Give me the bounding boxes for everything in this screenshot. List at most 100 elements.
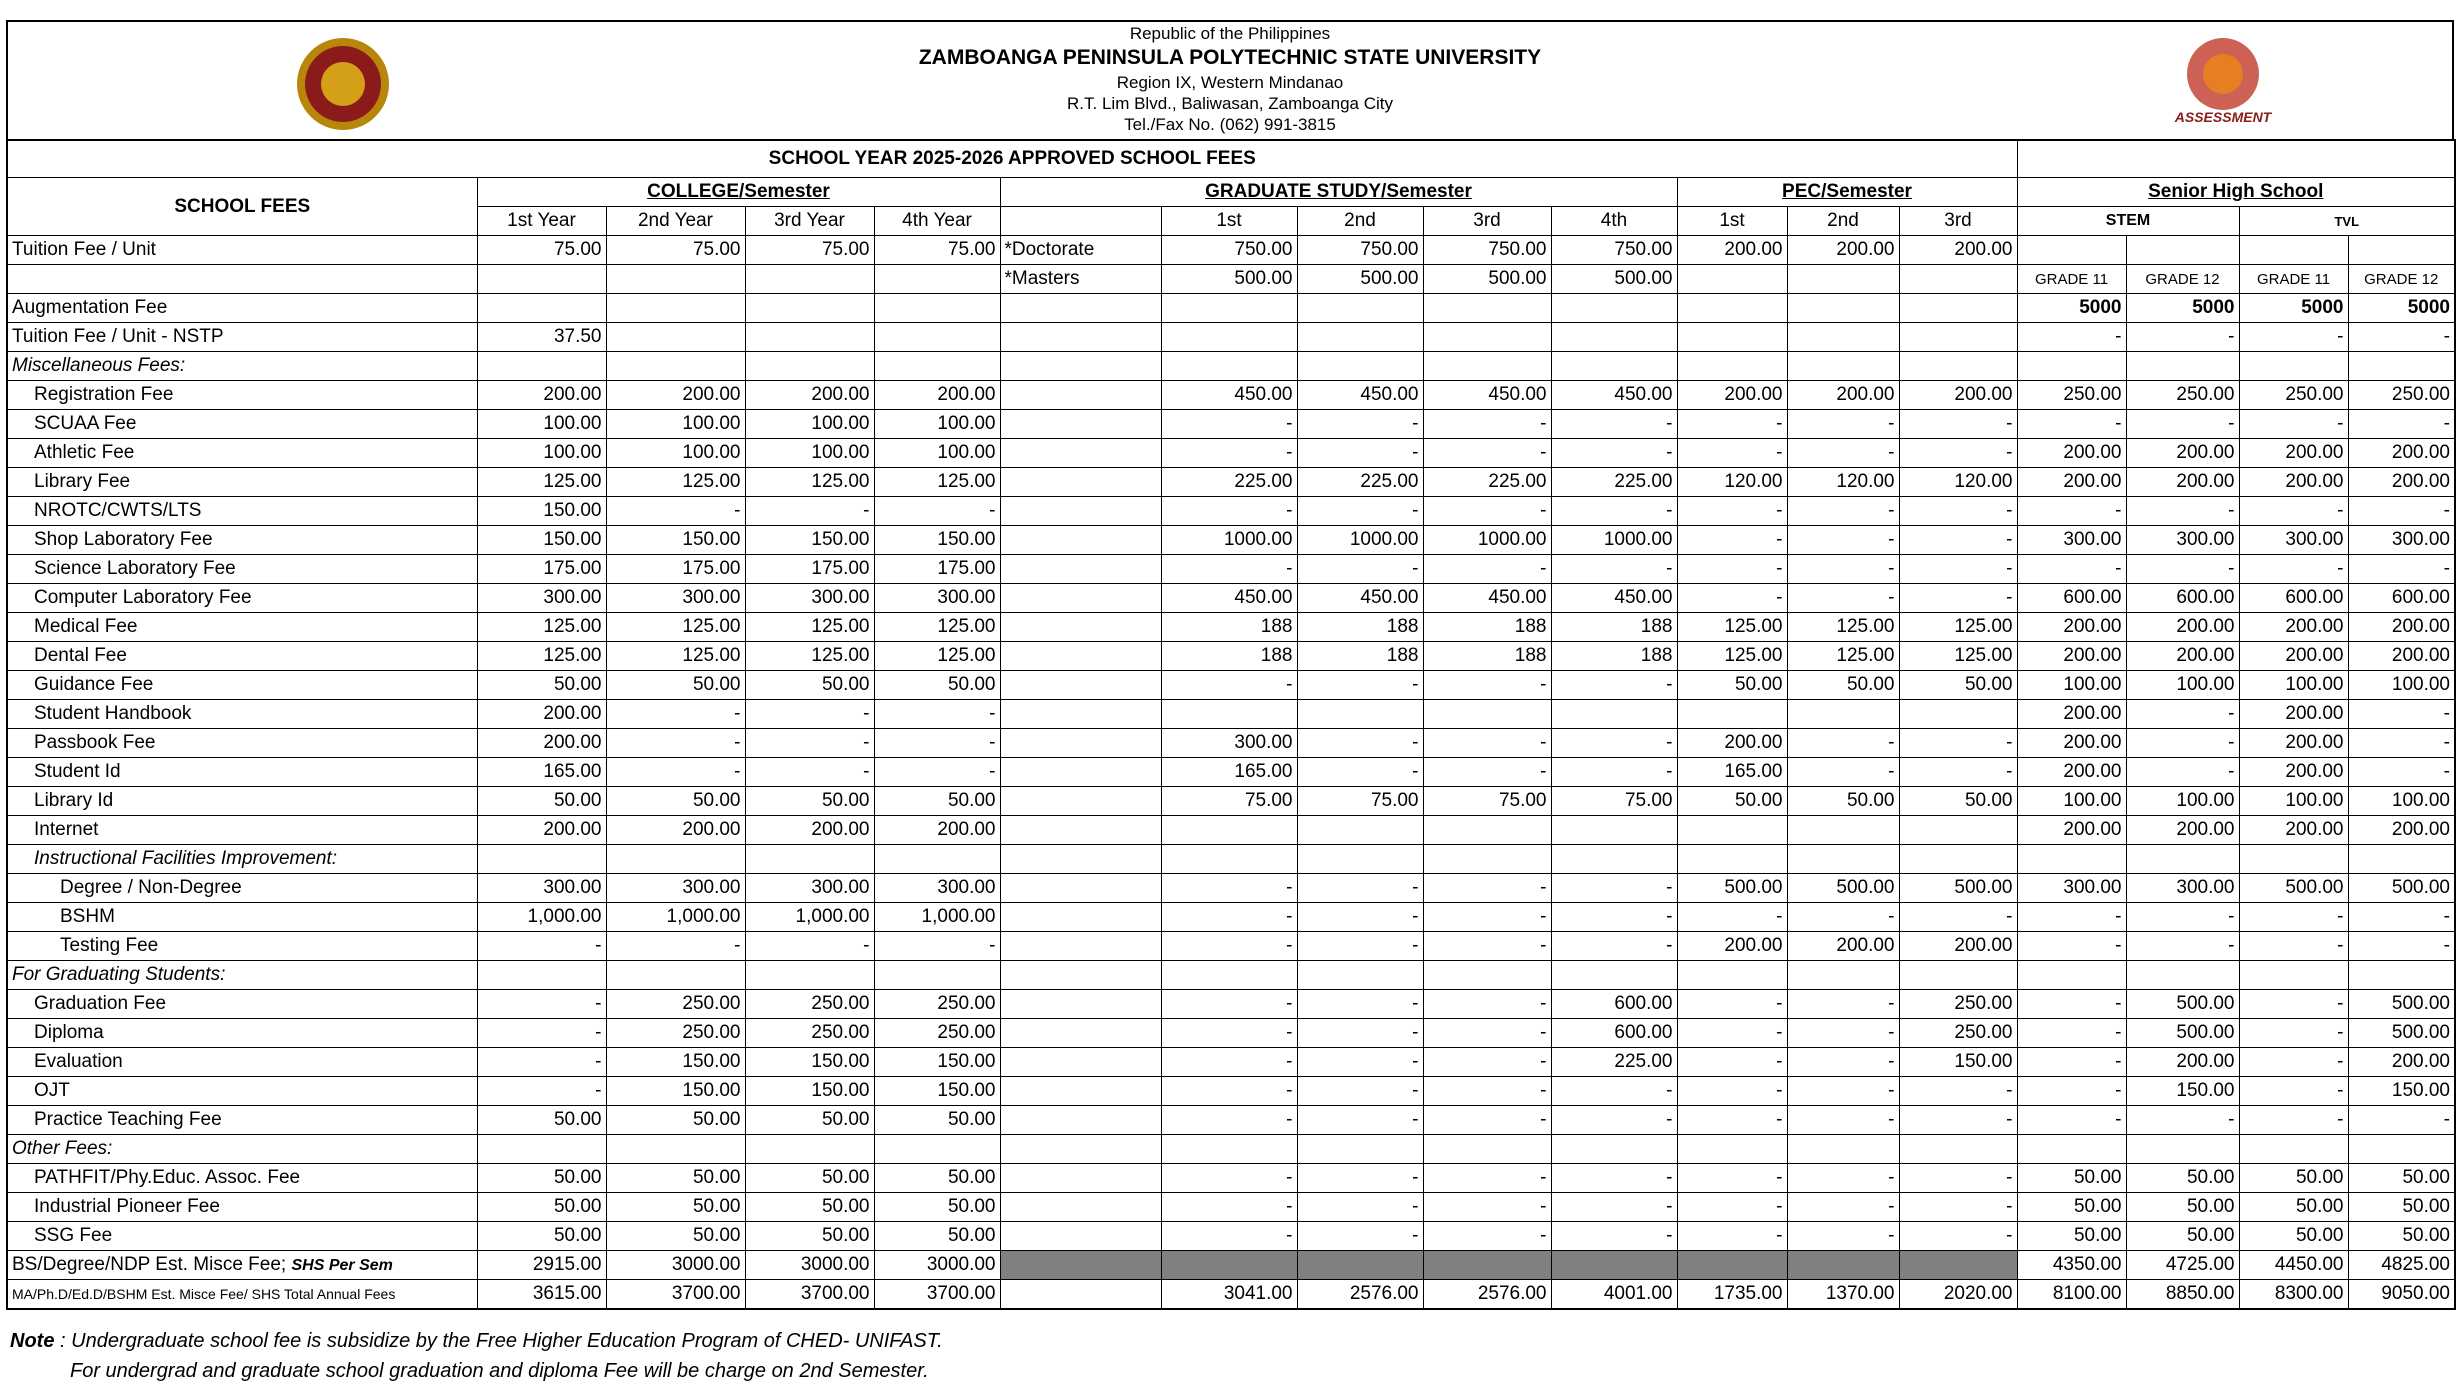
fee-cell [2347, 844, 2456, 874]
logo-text: ASSESSMENT [2174, 109, 2273, 125]
total-cell: 4450.00 [2238, 1250, 2349, 1280]
row-label: Internet [6, 815, 478, 845]
fee-cell: 188 [1296, 641, 1424, 671]
fee-cell: - [1422, 438, 1552, 468]
fee-cell: - [1550, 1076, 1678, 1106]
fee-cell: - [1296, 873, 1424, 903]
fee-cell: - [1422, 409, 1552, 439]
fee-cell: 50.00 [476, 1192, 607, 1222]
fee-cell: 200.00 [2347, 1047, 2456, 1077]
fee-cell [873, 322, 1001, 352]
program-label [999, 844, 1162, 874]
fee-cell [744, 960, 875, 990]
program-label [999, 902, 1162, 932]
row-label: Computer Laboratory Fee [6, 583, 478, 613]
total-cell: 8100.00 [2016, 1279, 2127, 1310]
fee-cell: - [1898, 757, 2018, 787]
fee-row: Augmentation Fee 5000 5000 5000 5000 [6, 293, 2456, 323]
fee-cell: 165.00 [1676, 757, 1788, 787]
total-cell: 3000.00 [873, 1250, 1001, 1280]
fee-cell: 200.00 [2347, 815, 2456, 845]
fee-cell: 175.00 [476, 554, 607, 584]
program-label [999, 670, 1162, 700]
fee-cell: - [1296, 1192, 1424, 1222]
fee-cell [2016, 844, 2127, 874]
fee-cell: - [1786, 1105, 1900, 1135]
fee-cell: - [1898, 902, 2018, 932]
fee-cell: 188 [1550, 641, 1678, 671]
fee-cell: - [1160, 931, 1298, 961]
fee-cell [2238, 960, 2349, 990]
fee-cell: - [1898, 728, 2018, 758]
program-label [999, 786, 1162, 816]
fee-row: Passbook Fee 200.00- - -300.00- - -200.00- -20… [6, 728, 2456, 758]
total-cell: 3000.00 [605, 1250, 746, 1280]
fee-cell [1422, 960, 1552, 990]
fee-cell [2125, 351, 2240, 381]
fee-cell: - [2016, 409, 2127, 439]
fee-cell: - [605, 757, 746, 787]
fee-cell [1296, 815, 1424, 845]
fee-cell: 100.00 [2016, 670, 2127, 700]
table-title: SCHOOL YEAR 2025-2026 APPROVED SCHOOL FE… [6, 139, 2018, 178]
fee-cell: - [873, 728, 1001, 758]
fee-cell [1676, 960, 1788, 990]
fee-cell: 200.00 [2125, 612, 2240, 642]
fee-cell [1786, 699, 1900, 729]
fee-cell: 120.00 [1898, 467, 2018, 497]
fee-cell: 165.00 [476, 757, 607, 787]
program-label [999, 496, 1162, 526]
fee-cell [2016, 960, 2127, 990]
fee-cell: - [744, 728, 875, 758]
program-label [999, 960, 1162, 990]
fee-cell [1296, 293, 1424, 323]
row-label: Student Id [6, 757, 478, 787]
fee-cell: - [1898, 1163, 2018, 1193]
fee-cell [2238, 844, 2349, 874]
fee-cell: - [1422, 1047, 1552, 1077]
fee-cell: 300.00 [2347, 525, 2456, 555]
fee-row: OJT -150.00 150.00 150.00- - - - - - - -150.00-150… [6, 1076, 2456, 1106]
fee-cell: 300.00 [2125, 525, 2240, 555]
fee-cell: - [1296, 1221, 1424, 1251]
fee-cell: 50.00 [2016, 1163, 2127, 1193]
fee-cell: - [1296, 902, 1424, 932]
fee-cell [1550, 699, 1678, 729]
fee-cell: 50.00 [873, 1221, 1001, 1251]
fee-row: Other Fees: [6, 1134, 2456, 1164]
fee-cell: - [2238, 1047, 2349, 1077]
row-label: For Graduating Students: [6, 960, 478, 990]
fee-row: SCUAA Fee 100.00 100.00 100.00 100.00- - - - - - -… [6, 409, 2456, 439]
fee-cell: 50.00 [873, 1192, 1001, 1222]
total-row: MA/Ph.D/Ed.D/BSHM Est. Misce Fee/ SHS To… [6, 1279, 2456, 1310]
total-cell: 1370.00 [1786, 1279, 1900, 1310]
total-cell [1786, 1250, 1900, 1280]
group-header-row: SCHOOL FEES COLLEGE/Semester GRADUATE ST… [6, 177, 2456, 236]
fee-cell: - [2016, 554, 2127, 584]
fee-cell: - [2125, 931, 2240, 961]
fee-row: Tuition Fee / Unit 75.00 75.00 75.00 75.00 *D… [6, 235, 2456, 265]
fee-cell: - [605, 931, 746, 961]
fee-cell: 50.00 [476, 1221, 607, 1251]
fee-cell [1160, 351, 1298, 381]
fee-cell: 100.00 [2347, 670, 2456, 700]
fee-cell [605, 351, 746, 381]
fee-cell: 175.00 [873, 554, 1001, 584]
fee-cell: - [1676, 583, 1788, 613]
total-cell [999, 1279, 1162, 1310]
fee-cell: 200.00 [2016, 757, 2127, 787]
fee-cell: 125.00 [476, 612, 607, 642]
total-cell [1296, 1250, 1424, 1280]
row-label: Dental Fee [6, 641, 478, 671]
fee-cell: 100.00 [2238, 786, 2349, 816]
fee-cell: 200.00 [873, 815, 1001, 845]
program-label [999, 1047, 1162, 1077]
fee-cell: - [1160, 1192, 1298, 1222]
fee-cell [476, 293, 607, 323]
fee-row: PATHFIT/Phy.Educ. Assoc. Fee 50.00 50.00 50… [6, 1163, 2456, 1193]
program-label [999, 1192, 1162, 1222]
fee-cell: 300.00 [873, 873, 1001, 903]
fee-cell: - [1550, 931, 1678, 961]
logo-core [2203, 54, 2243, 94]
fee-cell: 100.00 [873, 438, 1001, 468]
